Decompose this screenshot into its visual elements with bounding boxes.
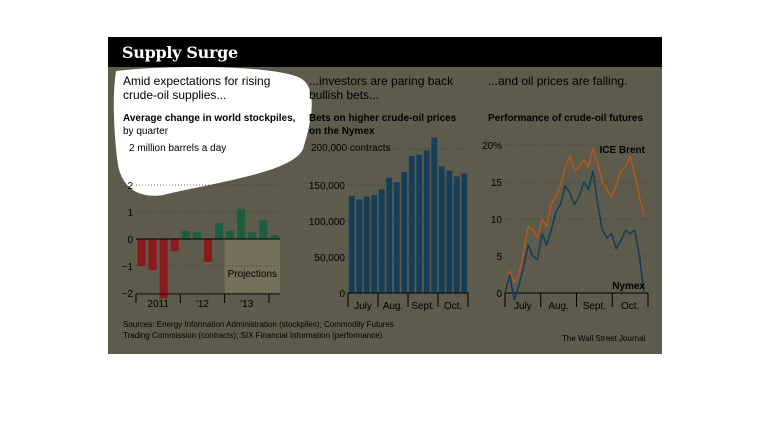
- chart1-bar: [270, 234, 279, 239]
- highlight-blob: [113, 67, 312, 196]
- chart3-series-label-brent: ICE Brent: [599, 145, 645, 156]
- chart2-x-tick-label: Aug.: [383, 301, 404, 312]
- chart2-bar: [401, 172, 408, 293]
- panel2-subtitle-line1: Bets on higher crude-oil prices: [309, 113, 457, 124]
- chart2-y-tick-label: 100,000: [309, 217, 346, 228]
- chart1-bar: [148, 239, 157, 271]
- credit-label: The Wall Street Journal: [562, 334, 646, 343]
- projections-label: Projections: [228, 269, 277, 280]
- chart1-y-tick-label: 2: [127, 181, 133, 192]
- chart2-bar: [431, 137, 438, 293]
- chart1-x-tick-label: '13: [240, 299, 253, 310]
- header-bar: Supply Surge: [108, 37, 662, 67]
- chart1-bar: [159, 239, 168, 299]
- sources-line1: Sources: Energy Information Administrati…: [123, 320, 394, 329]
- chart2-bar: [461, 173, 468, 293]
- panel3-subtitle: Performance of crude-oil futures: [488, 113, 644, 124]
- chart1-bar: [237, 209, 246, 239]
- projection-shade: [224, 239, 280, 293]
- chart3-y-tick-label: 0: [496, 289, 502, 300]
- chart2-bar: [348, 195, 355, 293]
- chart1-y-tick-label: −2: [122, 289, 134, 300]
- chart1-bar: [181, 230, 190, 239]
- chart1-bar: [215, 222, 224, 239]
- chart3-x-tick-label: Sept.: [583, 301, 606, 312]
- chart3-y-tick-label: 10: [491, 215, 503, 226]
- panel3-lead: ...and oil prices are falling.: [488, 74, 628, 88]
- chart2-bar: [416, 154, 423, 293]
- chart2-y-tick-label: 50,000: [314, 253, 345, 264]
- chart2-x-tick-label: Oct.: [444, 301, 462, 312]
- chart2-bar: [423, 150, 430, 293]
- chart3-y-tick-label: 15: [491, 178, 503, 189]
- chart2-y-tick-label: 0: [339, 289, 345, 300]
- panel1-subtitle: Average change in world stockpiles,: [123, 113, 296, 124]
- chart1-bar: [192, 232, 201, 239]
- chart2-x-tick-label: Sept.: [411, 301, 434, 312]
- chart1-bar: [259, 220, 268, 239]
- panel1-subtitle-qualifier: by quarter: [123, 126, 169, 137]
- chart1-y-tick-label: −1: [122, 262, 134, 273]
- chart3-x-tick-label: Aug.: [548, 301, 569, 312]
- chart1-x-tick-label: 2011: [147, 299, 169, 310]
- chart3-series-label-nymex: Nymex: [612, 281, 645, 292]
- chart3-x-tick-label: Oct.: [621, 301, 639, 312]
- panel1-lead-line1: Amid expectations for rising: [123, 74, 271, 88]
- chart2-bar: [356, 199, 363, 293]
- charts-canvas: Projections −2 −1 0 1 2 2011 '12 '13 0 50,000 100,0…: [122, 137, 649, 312]
- panel2-lead-line1: ...investors are paring back: [309, 74, 454, 88]
- chart1-bar: [248, 232, 257, 239]
- chart2-bar: [408, 156, 415, 293]
- panel2-subtitle-line2: on the Nymex: [309, 126, 375, 137]
- chart2-x-tick-label: July: [354, 301, 372, 312]
- chart3-series-line: [504, 147, 645, 294]
- chart1-bar: [137, 239, 146, 266]
- chart2-bar: [453, 176, 460, 293]
- chart2-bar: [393, 182, 400, 293]
- chart2-y-tick-label: 150,000: [309, 181, 346, 192]
- panel1-unit-label: 2 million barrels a day: [129, 143, 227, 154]
- header-title: Supply Surge: [122, 43, 238, 62]
- panel2-lead-line2: bullish bets...: [309, 88, 380, 102]
- chart1-y-tick-label: 0: [127, 235, 133, 246]
- graphic: Supply Surge Amid expectations for risin…: [108, 37, 662, 354]
- chart1-y-tick-label: 1: [127, 208, 133, 219]
- chart3-series-line: [504, 170, 645, 302]
- chart2-bar: [386, 177, 393, 293]
- chart2-bar: [446, 170, 453, 293]
- sources-line2: Trading Commission (contracts); SIX Fina…: [123, 331, 383, 340]
- chart1-x-tick-label: '12: [196, 299, 209, 310]
- chart3-y-tick-label: 5: [496, 252, 502, 263]
- panel2-unit-label: 200,000 contracts: [311, 143, 391, 154]
- chart2-bar: [378, 189, 385, 293]
- panel1-lead-line2: crude-oil supplies...: [123, 88, 227, 102]
- chart1-bar: [226, 230, 235, 239]
- chart2-bar: [371, 195, 378, 293]
- chart1-bar: [203, 239, 213, 262]
- chart2-bar: [363, 196, 370, 293]
- chart3-y-tick-label: 20%: [482, 141, 502, 152]
- chart2-bar: [438, 166, 445, 293]
- chart3-x-tick-label: July: [514, 301, 532, 312]
- chart1-bar: [170, 239, 179, 252]
